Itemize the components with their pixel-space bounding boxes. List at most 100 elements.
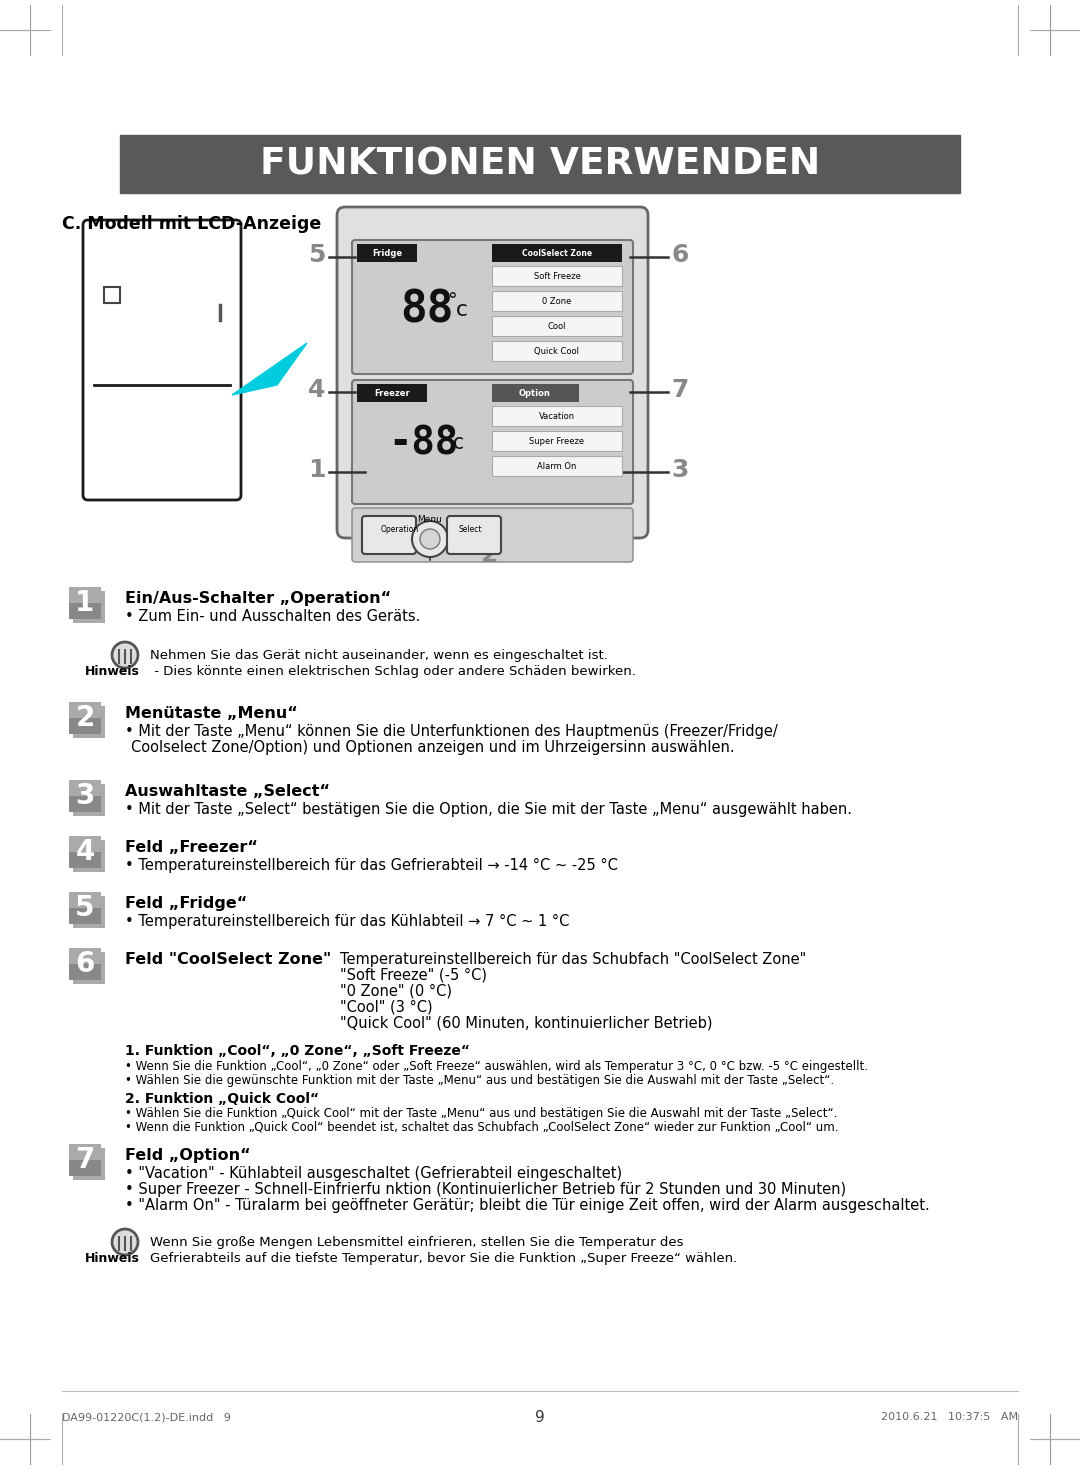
Bar [69, 796, 102, 812]
Text: 3: 3 [672, 458, 689, 482]
Text: • Zum Ein- und Ausschalten des Geräts.: • Zum Ein- und Ausschalten des Geräts. [125, 610, 420, 624]
Text: Quick Cool: Quick Cool [535, 347, 580, 355]
Text: "0 Zone" (0 °C): "0 Zone" (0 °C) [340, 984, 453, 999]
FancyBboxPatch shape [492, 430, 622, 451]
Text: 6: 6 [672, 242, 689, 267]
Bar [104, 286, 120, 303]
Text: Feld "CoolSelect Zone": Feld "CoolSelect Zone" [125, 952, 332, 967]
Text: Alarm On: Alarm On [538, 461, 577, 470]
Text: 5: 5 [76, 895, 95, 923]
Text: Nehmen Sie das Gerät nicht auseinander, wenn es eingeschaltet ist.: Nehmen Sie das Gerät nicht auseinander, … [150, 649, 608, 663]
Text: "Soft Freeze" (-5 °C): "Soft Freeze" (-5 °C) [340, 968, 487, 983]
Text: DA99-01220C(1.2)-DE.indd   9: DA99-01220C(1.2)-DE.indd 9 [62, 1412, 231, 1422]
FancyBboxPatch shape [337, 207, 648, 538]
Text: Menu: Menu [418, 514, 443, 523]
FancyBboxPatch shape [492, 405, 622, 426]
Text: 4: 4 [76, 837, 95, 867]
Text: -88: -88 [388, 425, 458, 461]
Text: Auswahltaste „Select“: Auswahltaste „Select“ [125, 784, 330, 799]
Text: 4: 4 [308, 378, 326, 403]
Text: Vacation: Vacation [539, 411, 575, 420]
Text: 9: 9 [535, 1409, 545, 1425]
Text: 2. Funktion „Quick Cool“: 2. Funktion „Quick Cool“ [125, 1091, 319, 1106]
Text: °: ° [445, 426, 454, 444]
FancyBboxPatch shape [492, 266, 622, 286]
FancyBboxPatch shape [83, 220, 241, 499]
Text: Option: Option [519, 388, 551, 398]
Text: Hinweis: Hinweis [85, 665, 140, 679]
FancyBboxPatch shape [357, 244, 417, 261]
Text: 2: 2 [76, 704, 95, 732]
Text: • Mit der Taste „Select“ bestätigen Sie die Option, die Sie mit der Taste „Menu“: • Mit der Taste „Select“ bestätigen Sie … [125, 802, 852, 817]
Text: 88: 88 [401, 288, 454, 332]
Bar [69, 702, 102, 718]
Text: Select: Select [458, 524, 482, 533]
Text: Freezer: Freezer [374, 388, 410, 398]
Text: Feld „Fridge“: Feld „Fridge“ [125, 896, 247, 911]
Bar [69, 780, 102, 796]
Text: • Wählen Sie die gewünschte Funktion mit der Taste „Menu“ aus und bestätigen Sie: • Wählen Sie die gewünschte Funktion mit… [125, 1074, 834, 1087]
FancyBboxPatch shape [492, 244, 622, 261]
Circle shape [411, 521, 448, 557]
Text: 7: 7 [76, 1146, 95, 1174]
Bar [69, 1161, 102, 1177]
Text: 6: 6 [76, 950, 95, 978]
Text: 2: 2 [482, 544, 499, 567]
FancyBboxPatch shape [492, 383, 579, 403]
Text: 1: 1 [76, 589, 95, 617]
FancyBboxPatch shape [352, 508, 633, 563]
Text: • Wenn die Funktion „Quick Cool“ beendet ist, schaltet das Schubfach „CoolSelect: • Wenn die Funktion „Quick Cool“ beendet… [125, 1121, 838, 1134]
Text: • Temperatureinstellbereich für das Kühlabteil → 7 °C ~ 1 °C: • Temperatureinstellbereich für das Kühl… [125, 914, 569, 928]
Text: Ein/Aus-Schalter „Operation“: Ein/Aus-Schalter „Operation“ [125, 591, 391, 607]
Bar [69, 1144, 102, 1161]
Text: CoolSelect Zone: CoolSelect Zone [522, 248, 592, 257]
Bar [69, 852, 102, 868]
Text: • Mit der Taste „Menu“ können Sie die Unterfunktionen des Hauptmenüs (Freezer/Fr: • Mit der Taste „Menu“ können Sie die Un… [125, 724, 778, 739]
Text: Super Freeze: Super Freeze [529, 436, 584, 445]
Bar [73, 591, 105, 623]
FancyBboxPatch shape [447, 516, 501, 554]
Text: "Quick Cool" (60 Minuten, kontinuierlicher Betrieb): "Quick Cool" (60 Minuten, kontinuierlich… [340, 1017, 713, 1031]
Text: Menütaste „Menu“: Menütaste „Menu“ [125, 707, 298, 721]
FancyBboxPatch shape [492, 291, 622, 311]
Bar [73, 896, 105, 928]
Text: • Wählen Sie die Funktion „Quick Cool“ mit der Taste „Menu“ aus und bestätigen S: • Wählen Sie die Funktion „Quick Cool“ m… [125, 1108, 837, 1119]
Text: Wenn Sie große Mengen Lebensmittel einfrieren, stellen Sie die Temperatur des: Wenn Sie große Mengen Lebensmittel einfr… [150, 1235, 684, 1249]
Text: - Dies könnte einen elektrischen Schlag oder andere Schäden bewirken.: - Dies könnte einen elektrischen Schlag … [150, 665, 636, 679]
Bar [69, 908, 102, 924]
Text: Hinweis: Hinweis [85, 1252, 140, 1265]
Bar [120, 135, 960, 192]
FancyBboxPatch shape [357, 383, 427, 403]
Bar [73, 784, 105, 815]
Text: °: ° [447, 291, 457, 310]
Circle shape [112, 1230, 138, 1255]
Bar [69, 718, 102, 734]
FancyBboxPatch shape [352, 380, 633, 504]
Text: Cool: Cool [548, 322, 566, 331]
Text: • "Alarm On" - Türalarm bei geöffneter Gerätür; bleibt die Tür einige Zeit offen: • "Alarm On" - Türalarm bei geöffneter G… [125, 1199, 930, 1213]
FancyBboxPatch shape [492, 455, 622, 476]
Text: FUNKTIONEN VERWENDEN: FUNKTIONEN VERWENDEN [260, 145, 820, 182]
Text: Temperatureinstellbereich für das Schubfach "CoolSelect Zone": Temperatureinstellbereich für das Schubf… [340, 952, 807, 967]
Bar [69, 964, 102, 980]
Text: • Wenn Sie die Funktion „Cool“, „0 Zone“ oder „Soft Freeze“ auswählen, wird als : • Wenn Sie die Funktion „Cool“, „0 Zone“… [125, 1061, 868, 1072]
Bar [73, 840, 105, 873]
FancyBboxPatch shape [492, 316, 622, 336]
Text: Feld „Option“: Feld „Option“ [125, 1147, 251, 1163]
Text: • Super Freezer - Schnell-Einfrierfu nktion (Kontinuierlicher Betrieb für 2 Stun: • Super Freezer - Schnell-Einfrierfu nkt… [125, 1183, 846, 1197]
Bar [69, 836, 102, 852]
Text: Operation: Operation [381, 524, 419, 533]
Bar [73, 952, 105, 984]
Text: • Temperatureinstellbereich für das Gefrierabteil → -14 °C ~ -25 °C: • Temperatureinstellbereich für das Gefr… [125, 858, 618, 873]
Circle shape [112, 642, 138, 668]
Text: C. Modell mit LCD-Anzeige: C. Modell mit LCD-Anzeige [62, 214, 321, 234]
Text: Soft Freeze: Soft Freeze [534, 272, 580, 281]
Text: c: c [453, 433, 464, 452]
Text: Fridge: Fridge [372, 248, 402, 257]
Bar [73, 707, 105, 737]
Text: Feld „Freezer“: Feld „Freezer“ [125, 840, 258, 855]
Bar [69, 602, 102, 618]
Bar [69, 588, 102, 602]
FancyBboxPatch shape [352, 239, 633, 375]
Circle shape [420, 529, 440, 549]
